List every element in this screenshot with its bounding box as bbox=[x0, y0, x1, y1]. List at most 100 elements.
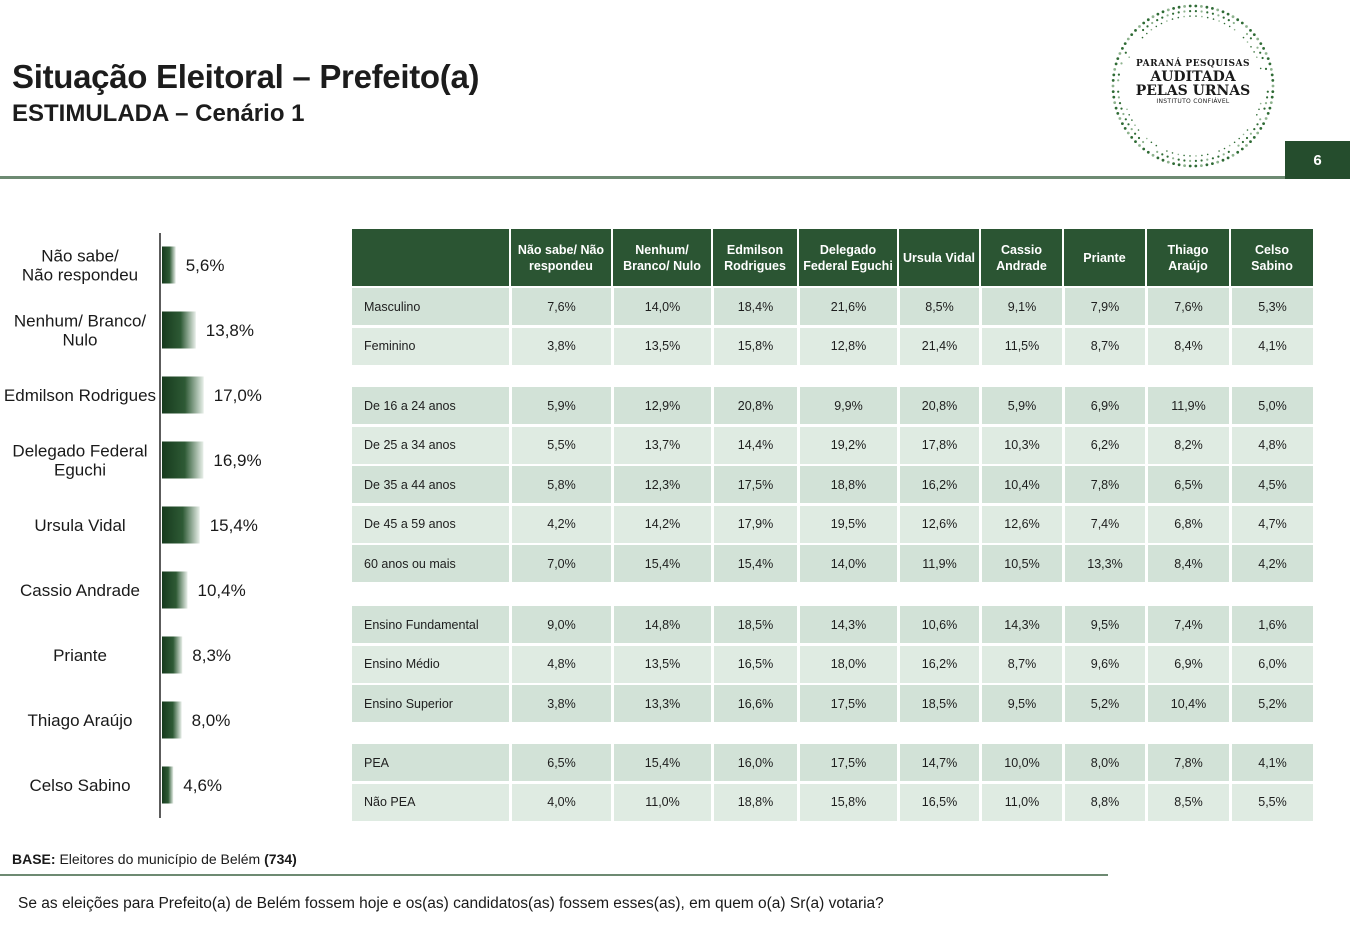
logo-dot bbox=[1245, 144, 1248, 147]
table-cell: 9,9% bbox=[797, 387, 897, 424]
table-cell: 14,2% bbox=[611, 506, 711, 543]
table-row: De 45 a 59 anos 4,2% 14,2% 17,9% 19,5% 12,6% 1… bbox=[352, 506, 1313, 543]
logo-dot bbox=[1157, 13, 1160, 16]
logo-dot bbox=[1256, 47, 1258, 49]
logo-dot bbox=[1195, 15, 1197, 17]
logo-dot bbox=[1228, 151, 1230, 153]
base-label: BASE: bbox=[12, 851, 56, 867]
logo-dot bbox=[1189, 10, 1191, 12]
table-cell: 12,9% bbox=[611, 387, 711, 424]
bar-8 bbox=[162, 767, 173, 804]
logo-dot bbox=[1218, 150, 1220, 152]
table-cell: 13,7% bbox=[611, 427, 711, 464]
table-cell: 6,9% bbox=[1062, 387, 1145, 424]
logo-dot bbox=[1249, 140, 1252, 143]
logo-dot bbox=[1243, 37, 1245, 39]
table-cell: 8,5% bbox=[1145, 784, 1229, 821]
table-cell: 6,9% bbox=[1145, 646, 1229, 683]
table-cell: 18,8% bbox=[797, 466, 897, 503]
logo-dot bbox=[1256, 114, 1258, 116]
table-cell: 7,9% bbox=[1062, 288, 1145, 325]
logo-dot bbox=[1161, 23, 1163, 25]
bar-1 bbox=[162, 312, 196, 349]
column-header: Thiago Araújo bbox=[1145, 229, 1229, 286]
logo-dot bbox=[1253, 33, 1256, 36]
table-cell: 13,5% bbox=[611, 328, 711, 365]
table-cell: 7,4% bbox=[1145, 606, 1229, 643]
table-row: PEA 6,5% 15,4% 16,0% 17,5% 14,7% 10,0% 8,0% 7,8%… bbox=[352, 744, 1313, 781]
logo-dot bbox=[1262, 122, 1265, 125]
logo-dot bbox=[1122, 113, 1124, 115]
bar-0 bbox=[162, 247, 176, 284]
table-row: Feminino 3,8% 13,5% 15,8% 12,8% 21,4% 11,5% 8,7… bbox=[352, 328, 1313, 365]
bar-value-label: 4,6% bbox=[183, 776, 222, 795]
table-row: De 25 a 34 anos 5,5% 13,7% 14,4% 19,2% 17,8% 1… bbox=[352, 427, 1313, 464]
base-text: Eleitores do município de Belém bbox=[56, 851, 265, 867]
table-cell: 4,1% bbox=[1229, 744, 1313, 781]
logo-dot bbox=[1152, 154, 1155, 157]
logo-dot bbox=[1200, 5, 1203, 8]
logo-dot bbox=[1247, 129, 1249, 131]
table-cell: 19,2% bbox=[797, 427, 897, 464]
table-cell: 20,8% bbox=[897, 387, 979, 424]
row-label: Ensino Médio bbox=[352, 646, 509, 683]
logo-dot bbox=[1138, 129, 1140, 131]
row-label: Ensino Fundamental bbox=[352, 606, 509, 643]
logo-dot bbox=[1195, 155, 1197, 157]
row-label: Masculino bbox=[352, 288, 509, 325]
column-header: Não sabe/ Não respondeu bbox=[509, 229, 611, 286]
logo-dot bbox=[1172, 157, 1174, 159]
bar-2 bbox=[162, 377, 204, 414]
row-label: De 45 a 59 anos bbox=[352, 506, 509, 543]
bar-category-label: Celso Sabino bbox=[29, 776, 130, 795]
table-cell: 14,0% bbox=[611, 288, 711, 325]
table-cell: 5,2% bbox=[1062, 685, 1145, 722]
table-cell: 18,5% bbox=[897, 685, 979, 722]
table-cell: 12,3% bbox=[611, 466, 711, 503]
logo-dot bbox=[1227, 13, 1230, 16]
table-cell: 8,0% bbox=[1062, 744, 1145, 781]
table-cell: 12,6% bbox=[897, 506, 979, 543]
logo-dot bbox=[1183, 159, 1185, 161]
table-cell: 14,7% bbox=[897, 744, 979, 781]
table-cell: 7,6% bbox=[1145, 288, 1229, 325]
logo-dot bbox=[1178, 163, 1181, 166]
table-cell: 21,6% bbox=[797, 288, 897, 325]
logo-dot bbox=[1131, 128, 1133, 130]
logo-dot bbox=[1130, 33, 1133, 36]
bar-category-label: Cassio Andrade bbox=[20, 581, 140, 600]
bar-category-label: Edmilson Rodrigues bbox=[4, 386, 156, 405]
table-cell: 15,8% bbox=[711, 328, 797, 365]
logo-dot bbox=[1222, 159, 1225, 162]
logo-dot bbox=[1237, 145, 1239, 147]
survey-question: Se as eleições para Prefeito(a) de Belém… bbox=[18, 895, 884, 913]
bar-category-label: Ursula Vidal bbox=[34, 516, 125, 535]
logo-dot bbox=[1189, 15, 1191, 17]
row-label: 60 anos ou mais bbox=[352, 545, 509, 582]
logo-dot bbox=[1267, 112, 1270, 115]
table-row: Não PEA 4,0% 11,0% 18,8% 15,8% 16,5% 11,0% 8,8%… bbox=[352, 784, 1313, 821]
table-cell: 4,8% bbox=[509, 646, 611, 683]
candidate-bar-chart: 5,6% Não sabe/Não respondeu 13,8% Nenhum/ B… bbox=[0, 230, 340, 820]
logo-dot bbox=[1142, 22, 1145, 25]
logo-dot bbox=[1128, 114, 1130, 116]
table-cell: 13,5% bbox=[611, 646, 711, 683]
table-cell: 11,9% bbox=[897, 545, 979, 582]
table-cell: 16,2% bbox=[897, 466, 979, 503]
logo-dot bbox=[1216, 9, 1219, 12]
logo-dot bbox=[1223, 153, 1225, 155]
logo-line-1: PARANÁ PESQUISAS bbox=[1105, 59, 1281, 69]
logo-dot bbox=[1128, 56, 1130, 58]
column-header bbox=[352, 229, 509, 286]
logo-dot bbox=[1161, 153, 1163, 155]
logo-dot bbox=[1124, 127, 1127, 130]
bar-value-label: 8,3% bbox=[192, 646, 231, 665]
logo-dot bbox=[1223, 17, 1225, 19]
table-cell: 6,5% bbox=[509, 744, 611, 781]
logo-dot bbox=[1116, 112, 1119, 115]
logo-dot bbox=[1247, 41, 1249, 43]
table-row: Ensino Médio 4,8% 13,5% 16,5% 18,0% 16,2% 8,7%… bbox=[352, 646, 1313, 683]
column-header: Cassio Andrade bbox=[979, 229, 1062, 286]
logo-dot bbox=[1172, 152, 1174, 154]
logo-dot bbox=[1178, 11, 1180, 13]
